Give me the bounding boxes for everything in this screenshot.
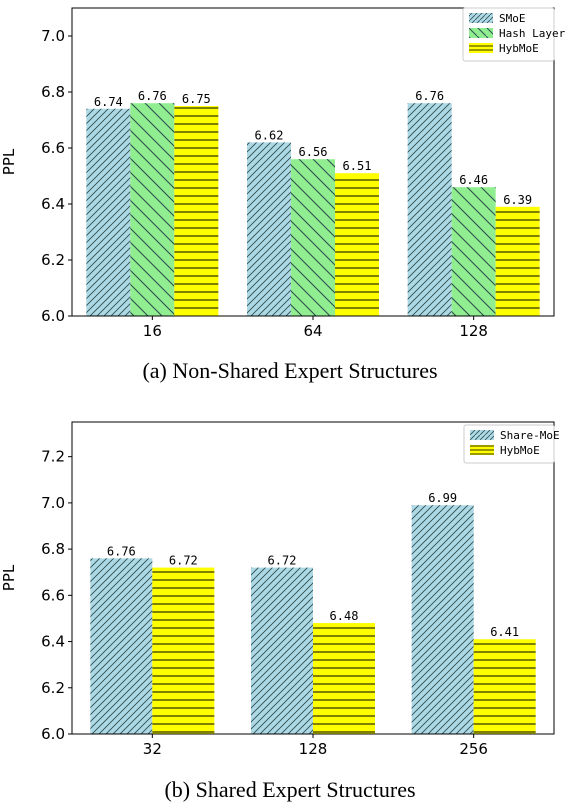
chart-a-bar-hatch: [335, 173, 379, 316]
chart-a-bar-hatch: [291, 159, 335, 316]
chart-b-ytick-label: 7.0: [41, 494, 65, 512]
chart-a-ytick-label: 6.0: [41, 307, 65, 325]
chart-b-ytick-label: 6.2: [41, 679, 65, 697]
chart-a-legend-label: Hash Layer: [499, 27, 566, 40]
chart-a-ytick-label: 7.0: [41, 27, 65, 45]
chart-a-ylabel: PPL: [0, 148, 18, 175]
chart-a-data-label: 6.46: [459, 173, 488, 187]
chart-b-bar-hatch: [473, 639, 536, 734]
chart-a-data-label: 6.39: [503, 193, 532, 207]
chart-b-xtick-label: 128: [299, 740, 328, 758]
chart-b: 6.76 6.72 6.72 6.48 6.99 6.41 6.0 6.2 6.4 6.6 6.8…: [0, 421, 560, 802]
chart-a-data-label: 6.76: [138, 89, 167, 103]
chart-b-data-label: 6.72: [169, 554, 198, 568]
chart-b-legend-swatch-hatch: [470, 430, 494, 440]
chart-b-ytick-label: 6.4: [41, 633, 65, 651]
chart-b-legend: Share-MoE HybMoE: [463, 424, 560, 464]
chart-a-legend: SMoE Hash Layer HybMoE: [462, 7, 566, 62]
chart-a-data-label: 6.62: [255, 128, 284, 142]
chart-a-bar-hatch: [174, 106, 219, 316]
chart-b-ytick-label: 7.2: [41, 448, 65, 466]
chart-b-data-label: 6.76: [107, 544, 136, 558]
chart-a-data-label: 6.75: [182, 92, 211, 106]
chart-a-bar-hatch: [247, 142, 291, 316]
chart-a-data-label: 6.76: [415, 89, 444, 103]
chart-a-xaxis: 16 64 128: [143, 316, 488, 340]
chart-b-legend-swatch-hatch: [470, 445, 494, 455]
chart-b-bar-hatch: [152, 567, 215, 734]
chart-a-xtick-label: 16: [143, 322, 162, 340]
chart-a-legend-label: SMoE: [499, 12, 526, 25]
chart-b-data-label: 6.48: [330, 609, 359, 623]
chart-b-bar-hatch: [313, 623, 375, 734]
chart-a-legend-label: HybMoE: [499, 42, 539, 55]
chart-a: 6.74 6.76 6.75 6.62 6.56 6.51 6.76 6.46 6.39 6.0…: [0, 7, 566, 383]
chart-b-bar-hatch: [411, 505, 474, 734]
chart-b-ytick-label: 6.8: [41, 540, 65, 558]
chart-a-data-label: 6.74: [94, 95, 123, 109]
chart-a-legend-swatch-hatch: [469, 28, 493, 38]
chart-a-bar-hatch: [407, 103, 452, 316]
chart-b-legend-label: Share-MoE: [500, 429, 560, 442]
chart-a-ytick-label: 6.2: [41, 251, 65, 269]
chart-a-bar-hatch: [86, 108, 131, 316]
chart-a-xtick-label: 128: [459, 322, 488, 340]
chart-b-data-label: 6.72: [268, 554, 297, 568]
chart-b-ylabel: PPL: [0, 564, 18, 591]
chart-a-data-label: 6.56: [299, 145, 328, 159]
chart-a-yaxis: 6.0 6.2 6.4 6.6 6.8 7.0: [41, 27, 72, 325]
chart-b-caption: (b) Shared Expert Structures: [164, 777, 415, 802]
chart-b-xaxis: 32 128 256: [143, 734, 488, 758]
chart-a-legend-swatch-hatch: [469, 13, 493, 23]
chart-b-legend-label: HybMoE: [500, 444, 540, 457]
chart-a-caption: (a) Non-Shared Expert Structures: [142, 358, 437, 383]
chart-b-data-label: 6.41: [490, 625, 519, 639]
chart-b-bar-hatch: [90, 558, 153, 734]
chart-b-xtick-label: 32: [143, 740, 162, 758]
chart-a-ytick-label: 6.8: [41, 83, 65, 101]
chart-b-xtick-label: 256: [459, 740, 488, 758]
chart-b-bars: [90, 505, 536, 734]
chart-a-labels: 6.74 6.76 6.75 6.62 6.56 6.51 6.76 6.46 6.39: [94, 89, 532, 207]
chart-a-legend-swatch-hatch: [469, 43, 493, 53]
chart-a-bars: [86, 103, 540, 316]
chart-a-bar-hatch: [495, 206, 540, 316]
chart-b-labels: 6.76 6.72 6.72 6.48 6.99 6.41: [107, 491, 519, 639]
chart-b-yaxis: 6.0 6.2 6.4 6.6 6.8 7.0 7.2: [41, 448, 72, 743]
chart-a-ytick-label: 6.6: [41, 139, 65, 157]
chart-a-bar-hatch: [451, 187, 496, 316]
chart-a-ytick-label: 6.4: [41, 195, 65, 213]
chart-a-bar-hatch: [130, 103, 175, 316]
chart-b-bar-hatch: [251, 567, 313, 734]
chart-b-ytick-label: 6.0: [41, 725, 65, 743]
chart-a-xtick-label: 64: [303, 322, 322, 340]
chart-b-ytick-label: 6.6: [41, 586, 65, 604]
chart-b-data-label: 6.99: [428, 491, 457, 505]
chart-a-data-label: 6.51: [343, 159, 372, 173]
